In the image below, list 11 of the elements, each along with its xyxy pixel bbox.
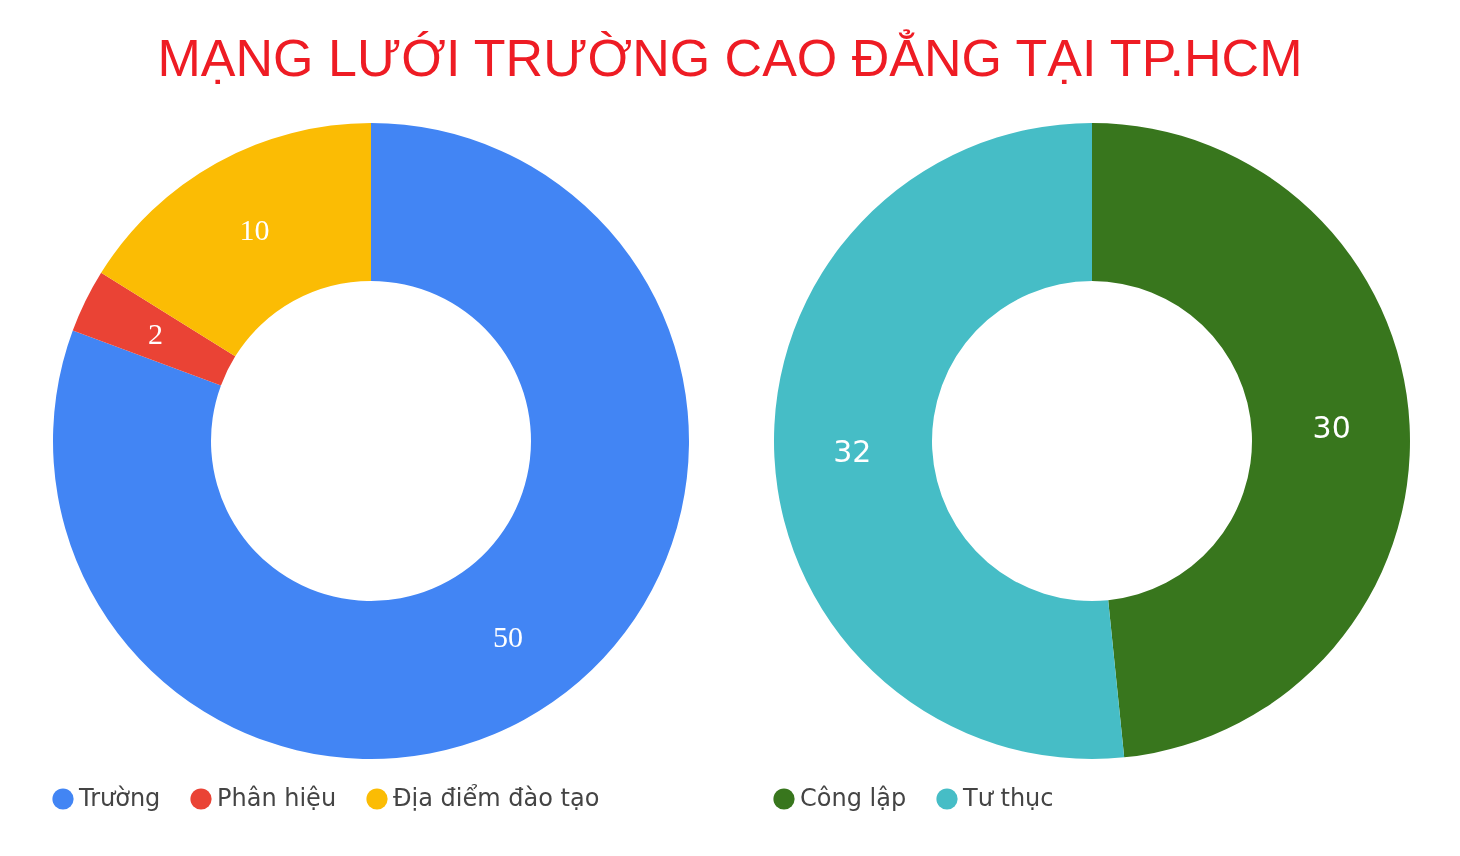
data-label: 2: [148, 317, 164, 351]
legend-label: Trường: [78, 784, 161, 812]
legend-label: Công lập: [800, 784, 907, 812]
data-label: 30: [1312, 409, 1351, 445]
data-label: 32: [833, 434, 872, 470]
data-label: 10: [239, 213, 270, 247]
legend-label: Địa điểm đào tạo: [393, 784, 600, 812]
data-label: 50: [493, 619, 524, 653]
legend-label: Phân hiệu: [217, 784, 337, 812]
legend-label: Tư thục: [962, 784, 1054, 812]
chart-title: MẠNG LƯỚI TRƯỜNG CAO ĐẲNG TẠI TP.HCM: [156, 28, 1304, 89]
